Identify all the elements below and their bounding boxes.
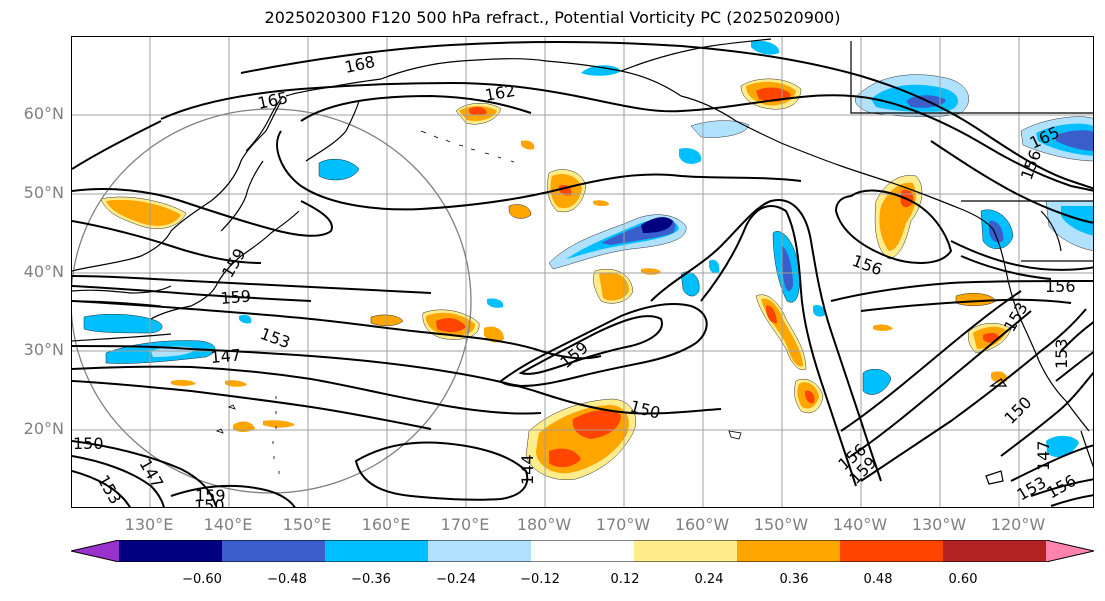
lon-label-140w: 140°W (832, 515, 888, 534)
colorbar (70, 539, 1095, 563)
lon-label-170w: 170°W (595, 515, 651, 534)
contour-label: 159 (556, 338, 592, 372)
map-svg: 168 165 162 159 159 153 147 159 150 144 … (72, 37, 1093, 508)
lon-label-120w: 120°W (990, 515, 1046, 534)
contour-label: 147 (210, 345, 242, 367)
colorbar-extend-right (1046, 540, 1094, 562)
lon-label-150e: 150°E (282, 515, 332, 534)
contour-label: 156 (1044, 471, 1080, 503)
contour-label: 153 (258, 324, 293, 352)
colorbar-segment (943, 540, 1047, 562)
contour-label: 153 (94, 472, 126, 508)
lon-label-150w: 150°W (753, 515, 809, 534)
contour-label: 162 (483, 81, 516, 105)
contour-label: 150 (73, 434, 104, 453)
contour-label: 153 (1052, 338, 1071, 369)
lon-label-130w: 130°W (911, 515, 967, 534)
lat-label-60n: 60°N (23, 104, 64, 123)
lon-label-160e: 160°E (361, 515, 411, 534)
pv-positive-fills (100, 78, 1012, 480)
colorbar-segment (222, 540, 326, 562)
coastlines (72, 38, 1093, 485)
contour-label: 150 (1000, 393, 1035, 428)
lon-label-140e: 140°E (203, 515, 253, 534)
pv-negative-fills (83, 40, 1093, 458)
colorbar-segment (531, 540, 635, 562)
colorbar-tick: 0.60 (948, 572, 978, 587)
contour-label: 156 (1045, 277, 1076, 296)
colorbar-tick: −0.12 (520, 572, 560, 587)
contour-label: 144 (518, 454, 537, 485)
colorbar-tick: −0.48 (267, 572, 307, 587)
colorbar-segment (634, 540, 738, 562)
chart-title: 2025020300 F120 500 hPa refract., Potent… (264, 8, 841, 27)
colorbar-svg (70, 539, 1095, 563)
colorbar-tick: −0.36 (351, 572, 391, 587)
colorbar-tick: −0.60 (182, 572, 222, 587)
lat-label-20n: 20°N (23, 419, 64, 438)
colorbar-segment (325, 540, 429, 562)
contour-label-group: 168 165 162 159 159 153 147 159 150 144 … (73, 52, 1080, 508)
colorbar-segment (428, 540, 532, 562)
contour-label: 156 (1017, 147, 1045, 182)
lon-label-180w: 180°W (516, 515, 572, 534)
colorbar-segment (737, 540, 841, 562)
lat-label-30n: 30°N (23, 340, 64, 359)
colorbar-tick: 0.36 (779, 572, 809, 587)
lon-label-170e: 170°E (440, 515, 490, 534)
contour-label: 156 (850, 251, 885, 279)
map-panel: 168 165 162 159 159 153 147 159 150 144 … (71, 36, 1094, 508)
contour-label: 147 (1034, 440, 1053, 471)
lat-label-50n: 50°N (23, 183, 64, 202)
colorbar-tick: 0.12 (610, 572, 640, 587)
colorbar-tick: 0.24 (694, 572, 724, 587)
contour-label: 159 (220, 286, 252, 308)
lat-label-40n: 40°N (23, 262, 64, 281)
colorbar-extend-left (71, 540, 119, 562)
height-contours (72, 41, 1093, 507)
colorbar-segment (119, 540, 223, 562)
lon-label-130e: 130°E (124, 515, 174, 534)
colorbar-tick: −0.24 (436, 572, 476, 587)
lon-label-160w: 160°W (674, 515, 730, 534)
contour-label: 150 (194, 496, 225, 508)
range-circle (72, 108, 472, 494)
colorbar-segment (840, 540, 944, 562)
colorbar-tick: 0.48 (863, 572, 893, 587)
island-dots (215, 130, 742, 474)
contour-label: 159 (195, 486, 226, 505)
